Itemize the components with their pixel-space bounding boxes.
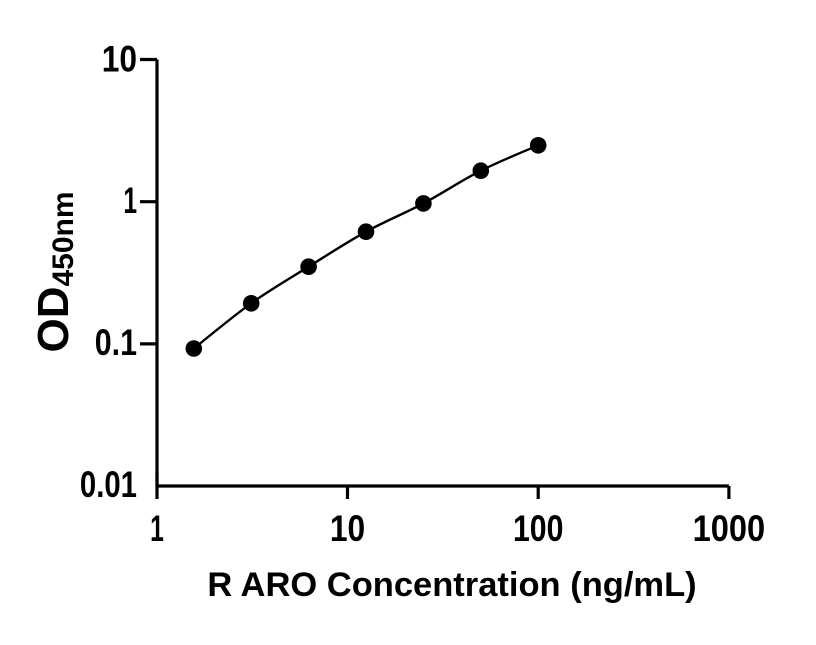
svg-text:1: 1 <box>123 180 137 221</box>
svg-text:100: 100 <box>513 508 563 549</box>
svg-text:10: 10 <box>102 39 137 80</box>
svg-text:R ARO Concentration (ng/mL): R ARO Concentration (ng/mL) <box>207 566 696 604</box>
svg-text:OD450nm: OD450nm <box>29 191 80 352</box>
svg-text:0.01: 0.01 <box>80 464 137 505</box>
svg-text:10: 10 <box>330 508 365 549</box>
svg-text:0.1: 0.1 <box>95 322 137 363</box>
svg-text:1: 1 <box>150 508 164 549</box>
svg-text:1000: 1000 <box>693 508 766 549</box>
